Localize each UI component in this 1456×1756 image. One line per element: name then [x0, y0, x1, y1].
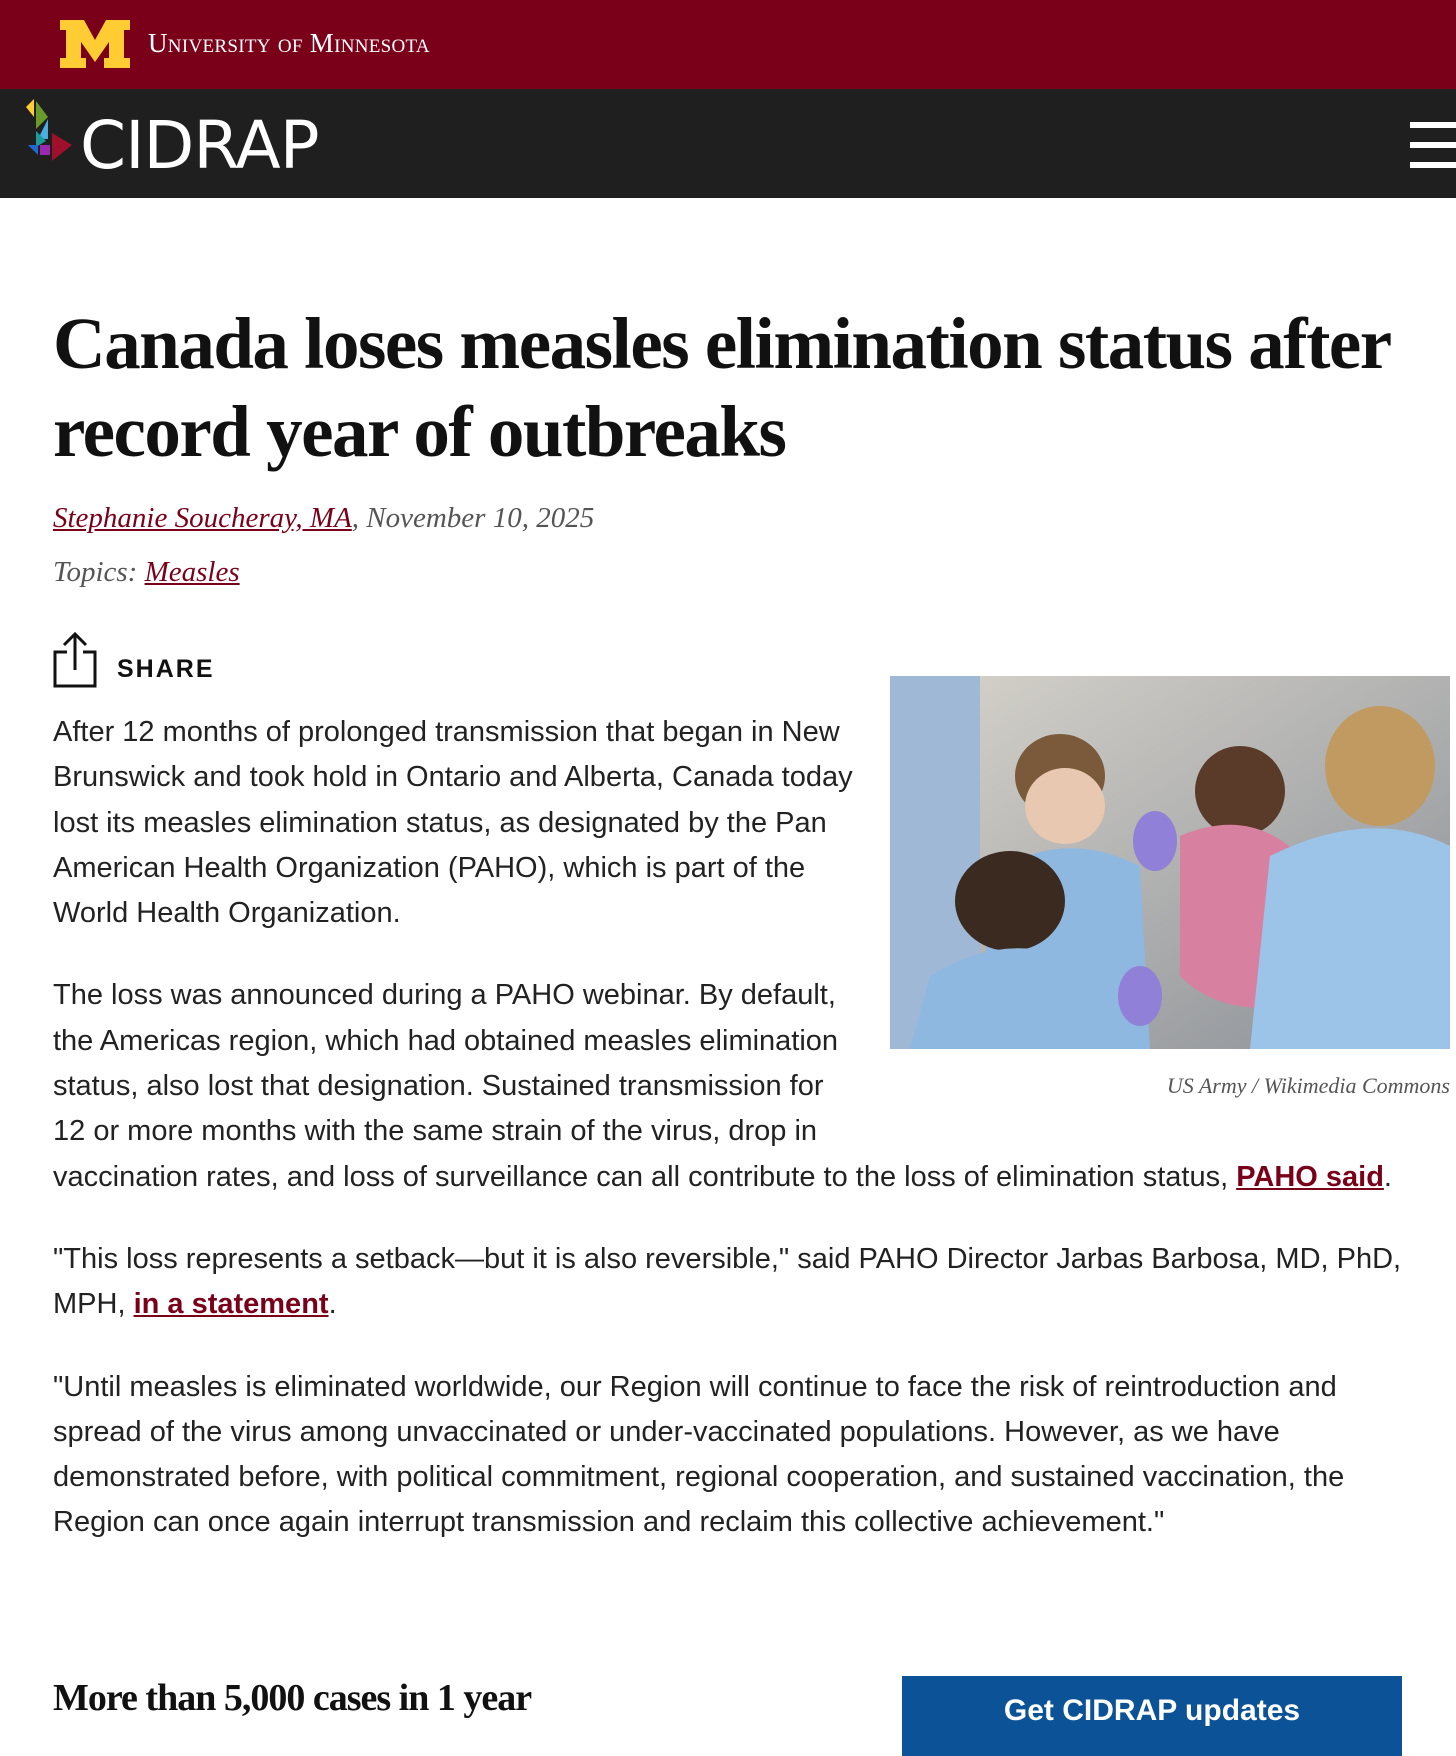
site-header: CIDRAP	[0, 89, 1456, 198]
statement-link[interactable]: in a statement	[133, 1288, 329, 1321]
image-caption: US Army / Wikimedia Commons	[1166, 1073, 1450, 1098]
paragraph-2-end: .	[1383, 1160, 1392, 1193]
paragraph-4: "Until measles is eliminated worldwide, …	[53, 1370, 1345, 1539]
article-figure: US Army / Wikimedia Commons	[890, 676, 1450, 1099]
cidrap-logo-mark[interactable]	[24, 99, 80, 171]
topics-label: Topics:	[53, 556, 138, 588]
byline-separator: ,	[351, 502, 367, 534]
paragraph-3-text: "This loss represents a setback—but it i…	[53, 1242, 1402, 1321]
byline: Stephanie Soucheray, MA, November 10, 20…	[53, 502, 594, 535]
paragraph-1: After 12 months of prolonged transmissio…	[53, 716, 853, 930]
share-label: SHARE	[117, 655, 215, 683]
site-name[interactable]: CIDRAP	[80, 107, 320, 184]
paragraph-2-text: The loss was announced during a PAHO web…	[53, 979, 1237, 1193]
hamburger-menu-button[interactable]	[1410, 122, 1456, 170]
share-button[interactable]: SHARE	[53, 632, 215, 688]
university-name[interactable]: University of Minnesota	[148, 28, 430, 58]
section-heading: More than 5,000 cases in 1 year	[53, 1677, 532, 1719]
author-link[interactable]: Stephanie Soucheray, MA	[53, 502, 352, 534]
article-title: Canada loses measles elimination status …	[53, 303, 1391, 472]
article-body: US Army / Wikimedia Commons After 12 mon…	[53, 676, 1450, 1583]
article-photo	[890, 676, 1450, 1049]
topics: Topics: Measles	[53, 556, 240, 589]
paragraph-3-end: .	[328, 1288, 337, 1321]
umn-block-m-logo[interactable]	[52, 20, 138, 68]
article-date: November 10, 2025	[366, 502, 595, 534]
get-updates-button[interactable]: Get CIDRAP updates	[902, 1676, 1402, 1756]
share-icon	[53, 632, 97, 688]
paragraph-2: The loss was announced during a PAHO web…	[53, 973, 1423, 1199]
university-bar: University of Minnesota	[0, 0, 1456, 89]
topic-link-measles[interactable]: Measles	[144, 556, 240, 588]
paho-said-link[interactable]: PAHO said	[1236, 1160, 1384, 1193]
paragraph-3: "This loss represents a setback—but it i…	[53, 1237, 1423, 1328]
